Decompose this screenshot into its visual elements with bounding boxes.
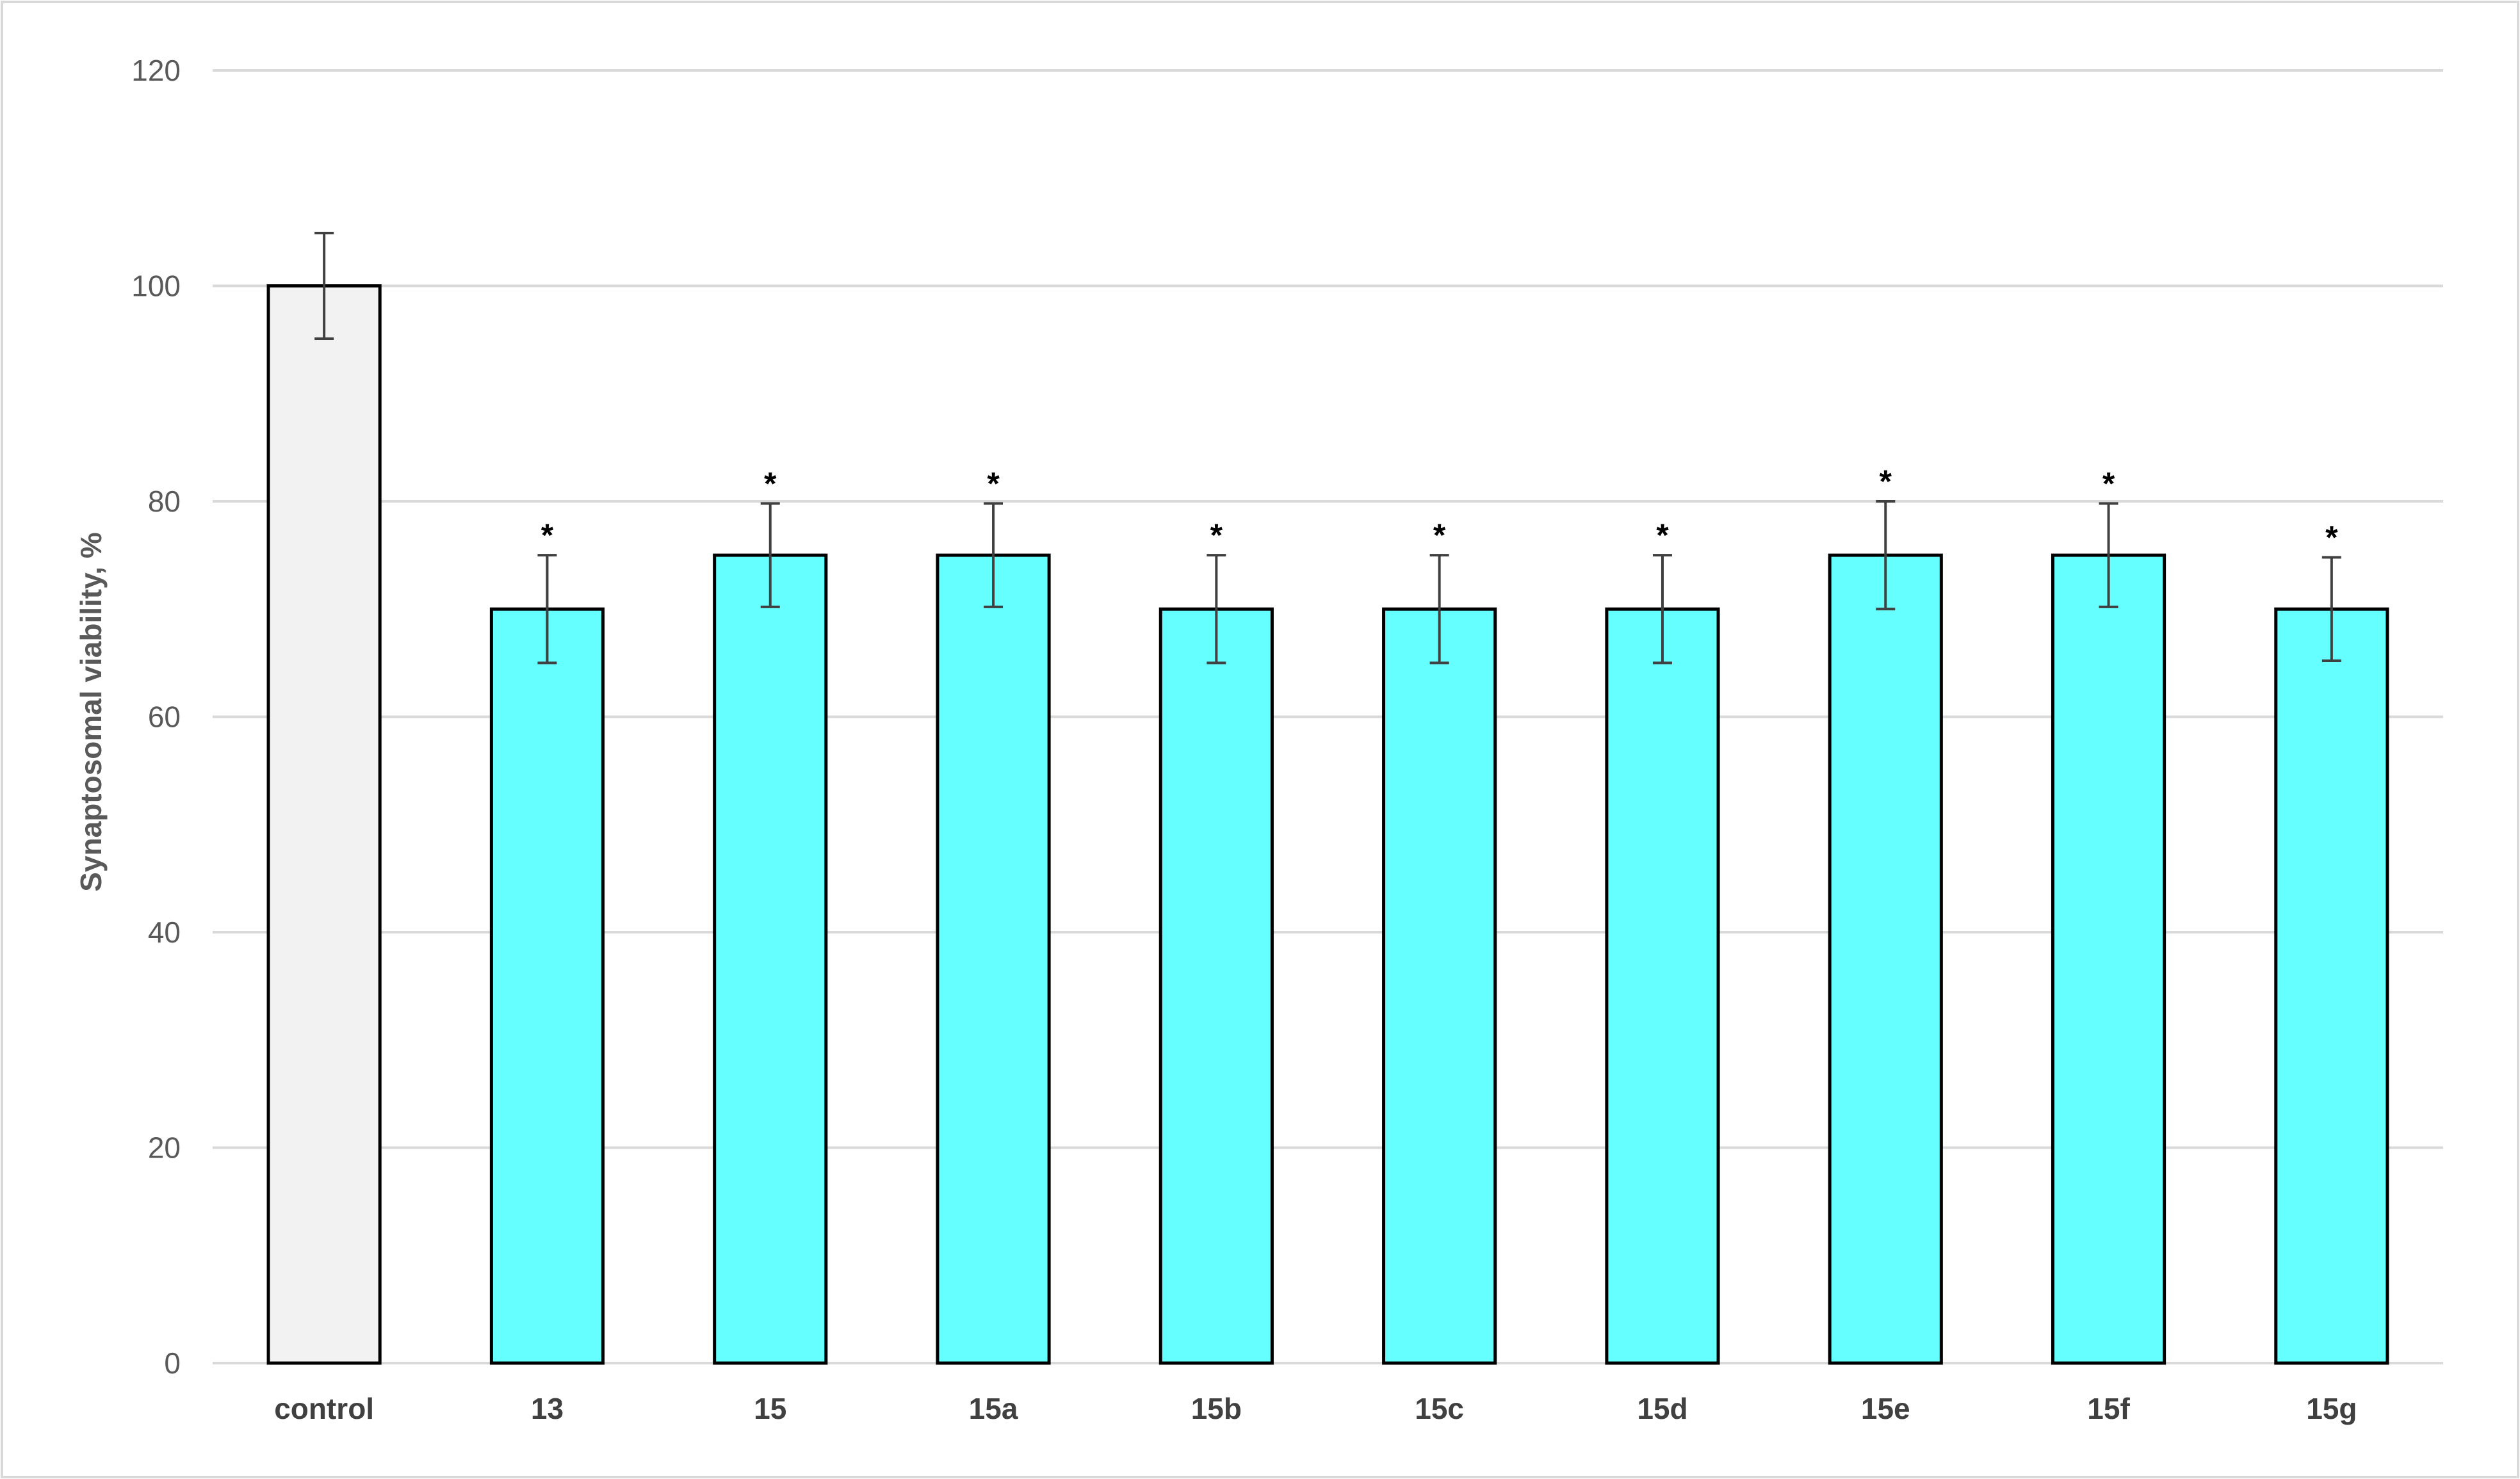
significance-mark-13: *: [541, 517, 554, 553]
bar-15e: [1828, 553, 1943, 1365]
y-tick-label-120: 120: [131, 54, 181, 87]
error-bar-13: [537, 554, 557, 665]
significance-mark-15e: *: [1880, 464, 1892, 499]
x-category-label-15c: 15c: [1415, 1392, 1464, 1425]
significance-mark-15b: *: [1210, 517, 1223, 553]
bar-control: [266, 284, 382, 1365]
error-bar-15d: [1652, 554, 1672, 665]
x-category-labels: control 13 15 15a 15b 15c 15d 15e 15f 15g: [274, 1392, 2357, 1425]
error-bar-control: [314, 232, 334, 340]
y-tick-label-20: 20: [148, 1131, 181, 1165]
x-category-label-15a: 15a: [969, 1392, 1018, 1425]
bar-15d: [1605, 607, 1720, 1365]
error-bar-15f: [2099, 502, 2118, 608]
significance-mark-15g: *: [2325, 519, 2338, 555]
x-category-label-13: 13: [531, 1392, 564, 1425]
x-category-label-15d: 15d: [1637, 1392, 1687, 1425]
error-bars: [314, 232, 2341, 665]
bar-15: [713, 553, 828, 1365]
y-tick-label-80: 80: [148, 485, 181, 518]
error-bar-15g: [2321, 556, 2341, 663]
x-category-label-control: control: [274, 1392, 374, 1425]
x-category-label-15g: 15g: [2306, 1392, 2357, 1425]
significance-mark-15: *: [764, 465, 777, 501]
significance-marks: * * * * * * * * *: [541, 464, 2338, 555]
error-bar-15a: [984, 502, 1004, 608]
x-category-label-15f: 15f: [2087, 1392, 2130, 1425]
bars: [266, 284, 2389, 1365]
y-tick-label-60: 60: [148, 700, 181, 734]
bar-15b: [1158, 607, 1274, 1365]
bar-13: [489, 607, 605, 1365]
bar-15c: [1382, 607, 1497, 1365]
bar-15a: [936, 553, 1051, 1365]
bar-15g: [2274, 607, 2389, 1365]
error-bar-15: [760, 502, 780, 608]
y-tick-label-100: 100: [131, 270, 181, 303]
error-bar-15c: [1429, 554, 1449, 665]
significance-mark-15d: *: [1656, 517, 1669, 553]
significance-mark-15c: *: [1433, 517, 1446, 553]
y-tick-labels: 0 20 40 60 80 100 120: [131, 54, 181, 1380]
x-category-label-15b: 15b: [1191, 1392, 1242, 1425]
error-bar-15b: [1207, 554, 1226, 665]
y-tick-label-40: 40: [148, 916, 181, 949]
bar-15f: [2051, 553, 2166, 1365]
y-tick-label-0: 0: [164, 1346, 181, 1380]
error-bar-15e: [1876, 500, 1896, 611]
x-category-label-15e: 15e: [1861, 1392, 1910, 1425]
y-axis-title: Synaptosomal viability, %: [74, 532, 108, 892]
x-category-label-15: 15: [754, 1392, 786, 1425]
significance-mark-15f: *: [2102, 465, 2115, 501]
significance-mark-15a: *: [987, 465, 1000, 501]
